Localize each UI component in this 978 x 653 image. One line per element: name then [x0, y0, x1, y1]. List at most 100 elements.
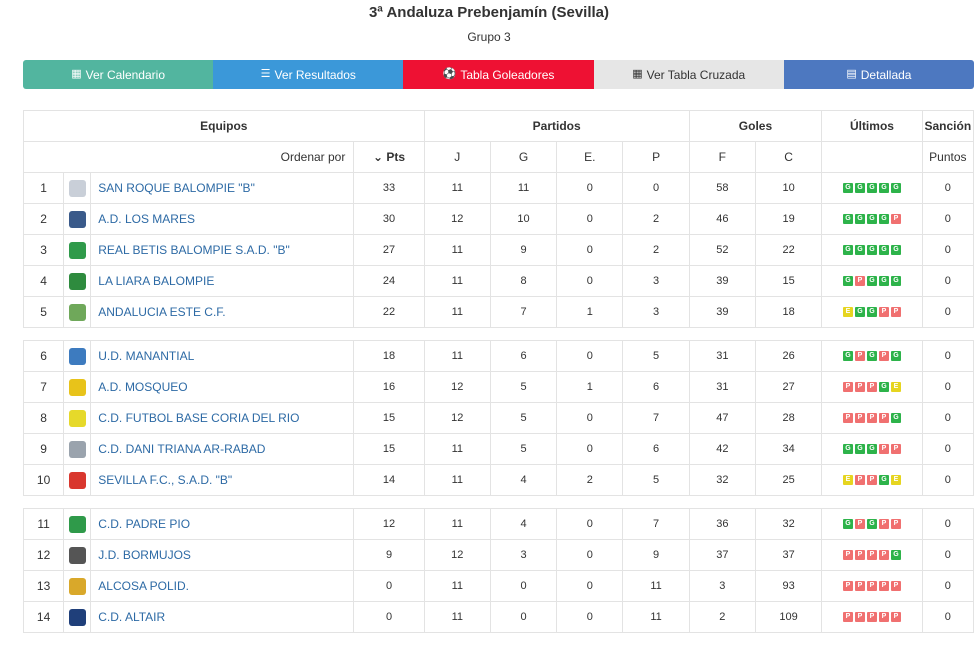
e-cell: 1 [556, 371, 624, 403]
result-badge: P [842, 581, 853, 591]
e-cell: 0 [556, 265, 624, 297]
g-cell: 5 [489, 371, 558, 403]
group-separator [23, 327, 974, 341]
g-cell: 10 [489, 203, 558, 235]
f-cell: 52 [688, 234, 756, 266]
team-name-link[interactable]: ANDALUCIA ESTE C.F. [98, 305, 226, 319]
position-cell: 13 [22, 570, 65, 602]
team-crest-icon [68, 378, 86, 396]
table-row: 7 A.D. MOSQUEO 16 12 5 1 6 31 27 P P P G E 0 [22, 371, 975, 403]
team-name-cell: REAL BETIS BALOMPIE S.A.D. "B" [90, 234, 355, 266]
header-f: F [688, 141, 756, 173]
team-name-link[interactable]: A.D. LOS MARES [98, 212, 195, 226]
j-cell: 11 [423, 172, 491, 204]
result-badge: G [890, 245, 901, 255]
g-cell: 4 [489, 508, 558, 540]
result-badge: E [890, 475, 901, 485]
team-crest-cell [63, 601, 92, 633]
team-crest-cell [63, 570, 92, 602]
detallada-button[interactable]: ▤ Detallada [783, 60, 974, 89]
action-button-bar: ▦ Ver Calendario ☰ Ver Resultados ⚽ Tabl… [23, 60, 974, 89]
ver-tabla-cruzada-button[interactable]: ▦ Ver Tabla Cruzada [593, 60, 784, 89]
sancion-cell: 0 [921, 570, 975, 602]
result-badge: P [854, 519, 865, 529]
table-row: 12 J.D. BORMUJOS 9 12 3 0 9 37 37 P P P P G 0 [22, 539, 975, 571]
table-row: 11 C.D. PADRE PIO 12 11 4 0 7 36 32 G P G P P 0 [22, 508, 975, 540]
result-badge: G [854, 183, 865, 193]
team-name-link[interactable]: LA LIARA BALOMPIE [98, 274, 215, 288]
team-name-link[interactable]: ALCOSA POLID. [98, 579, 189, 593]
f-cell: 31 [688, 371, 756, 403]
j-cell: 11 [423, 296, 491, 328]
j-cell: 11 [423, 433, 491, 465]
table-row: 1 SAN ROQUE BALOMPIE "B" 33 11 11 0 0 58 10 G G G G G… [22, 172, 975, 204]
e-cell: 0 [556, 508, 624, 540]
team-crest-icon [68, 303, 86, 321]
team-name-link[interactable]: C.D. FUTBOL BASE CORIA DEL RIO [98, 411, 300, 425]
team-name-link[interactable]: C.D. DANI TRIANA AR-RABAD [98, 442, 266, 456]
tabla-goleadores-label: Tabla Goleadores [460, 67, 555, 82]
sancion-cell: 0 [921, 340, 975, 372]
calendar-icon: ▦ [71, 68, 82, 80]
result-badge: P [854, 413, 865, 423]
e-cell: 2 [556, 464, 624, 496]
result-badge: P [890, 214, 901, 224]
result-badge: G [854, 214, 865, 224]
result-badge: G [890, 183, 901, 193]
table-row: 4 LA LIARA BALOMPIE 24 11 8 0 3 39 15 G P G G G 0 [22, 265, 975, 297]
team-name-cell: C.D. DANI TRIANA AR-RABAD [90, 433, 355, 465]
detail-list-icon: ▤ [846, 68, 857, 80]
c-cell: 32 [754, 508, 823, 540]
result-badge: P [866, 413, 877, 423]
f-cell: 39 [688, 296, 756, 328]
position-cell: 8 [22, 402, 65, 434]
ver-resultados-button[interactable]: ☰ Ver Resultados [213, 60, 404, 89]
team-name-link[interactable]: C.D. PADRE PIO [98, 517, 191, 531]
result-badge: P [842, 550, 853, 560]
team-crest-cell [63, 296, 92, 328]
g-cell: 11 [489, 172, 558, 204]
sort-by-pts-button[interactable]: ⌄ Pts [353, 141, 425, 173]
result-badge: P [878, 519, 889, 529]
header-puntos: Puntos [921, 141, 975, 173]
g-cell: 7 [489, 296, 558, 328]
team-name-link[interactable]: SEVILLA F.C., S.A.D. "B" [98, 473, 233, 487]
team-crest-cell [63, 433, 92, 465]
team-name-link[interactable]: U.D. MANANTIAL [98, 349, 195, 363]
p-cell: 5 [622, 464, 690, 496]
result-badge: G [866, 245, 877, 255]
result-badge: G [890, 413, 901, 423]
f-cell: 47 [688, 402, 756, 434]
team-name-link[interactable]: A.D. MOSQUEO [98, 380, 188, 394]
c-cell: 37 [754, 539, 823, 571]
ver-calendario-label: Ver Calendario [85, 67, 165, 82]
pts-cell: 18 [353, 340, 425, 372]
ver-calendario-button[interactable]: ▦ Ver Calendario [23, 60, 214, 89]
result-badge: E [890, 382, 901, 392]
team-name-cell: A.D. LOS MARES [90, 203, 355, 235]
c-cell: 34 [754, 433, 823, 465]
c-cell: 19 [754, 203, 823, 235]
sancion-cell: 0 [921, 539, 975, 571]
result-badge: P [890, 444, 901, 454]
c-cell: 27 [754, 371, 823, 403]
team-name-link[interactable]: C.D. ALTAIR [98, 610, 166, 624]
team-name-link[interactable]: REAL BETIS BALOMPIE S.A.D. "B" [98, 243, 290, 257]
pts-cell: 12 [353, 508, 425, 540]
team-name-link[interactable]: J.D. BORMUJOS [98, 548, 191, 562]
p-cell: 2 [622, 203, 690, 235]
tabla-goleadores-button[interactable]: ⚽ Tabla Goleadores [403, 60, 594, 89]
list-icon: ☰ [260, 68, 271, 80]
j-cell: 12 [423, 539, 491, 571]
e-cell: 0 [556, 539, 624, 571]
result-badge: P [878, 307, 889, 317]
team-name-link[interactable]: SAN ROQUE BALOMPIE "B" [98, 181, 255, 195]
c-cell: 25 [754, 464, 823, 496]
header-goles: Goles [688, 110, 823, 142]
g-cell: 9 [489, 234, 558, 266]
ver-tabla-cruzada-label: Ver Tabla Cruzada [646, 67, 746, 82]
